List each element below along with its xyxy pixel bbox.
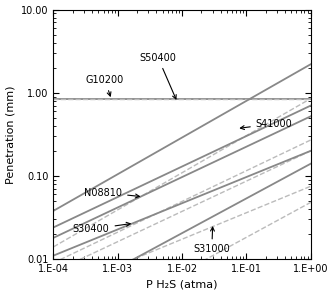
- Text: S30400: S30400: [73, 222, 130, 234]
- Y-axis label: Penetration (mm): Penetration (mm): [6, 85, 16, 183]
- Text: S50400: S50400: [140, 53, 177, 99]
- X-axis label: P H₂S (atma): P H₂S (atma): [146, 279, 218, 289]
- Text: S31000: S31000: [193, 227, 230, 255]
- Text: G10200: G10200: [86, 75, 124, 96]
- Text: S41000: S41000: [240, 119, 293, 130]
- Text: N08810: N08810: [84, 188, 139, 198]
